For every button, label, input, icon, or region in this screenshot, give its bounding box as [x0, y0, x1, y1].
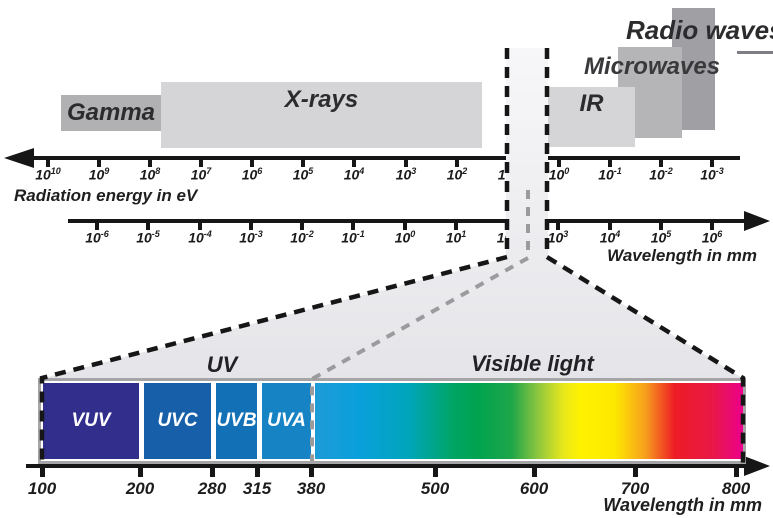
wavelength-axis-caption: Wavelength in mm — [607, 246, 757, 265]
radio-continuation-line — [737, 51, 773, 54]
energy-tick-label: 105 — [292, 166, 314, 183]
uvb-segment: UVB — [216, 383, 257, 459]
bottom-tick — [210, 467, 215, 477]
radio-waves-label: Radio waves — [626, 15, 773, 45]
bottom-axis-arrow-right-icon — [744, 456, 770, 476]
energy-tick-label: 1010 — [35, 166, 61, 183]
bottom-tick — [40, 467, 45, 477]
vuv-label: VUV — [71, 410, 111, 431]
energy-tick-label: 102 — [446, 166, 468, 183]
energy-tick-label: 100 — [548, 166, 570, 183]
bottom-axis-line — [26, 464, 748, 468]
energy-tick-label: 101 — [497, 166, 519, 183]
gamma-box: Gamma — [61, 95, 161, 131]
bottom-tick-label: 280 — [197, 479, 227, 498]
bottom-tick-label: 700 — [620, 479, 650, 498]
uvb-label: UVB — [216, 410, 257, 431]
wavelength-tick-label: 10-2 — [290, 229, 314, 246]
wavelength-tick-label: 106 — [701, 229, 723, 246]
energy-axis-arrow-left-icon — [4, 148, 34, 168]
gamma-label: Gamma — [66, 98, 156, 126]
bottom-tick — [433, 467, 438, 477]
bottom-tick-label: 100 — [27, 479, 57, 498]
uva-segment: UVA — [262, 383, 311, 459]
bottom-tick — [532, 467, 537, 477]
wavelength-tick-label: 101 — [445, 229, 467, 246]
bottom-tick-label: 380 — [296, 479, 326, 498]
uvc-label: UVC — [157, 410, 198, 431]
uvc-segment: UVC — [144, 383, 211, 459]
bottom-tick-label: 200 — [125, 479, 155, 498]
vuv-segment: VUV — [43, 383, 139, 459]
bottom-tick-label: 600 — [519, 479, 549, 498]
uva-label: UVA — [267, 410, 306, 431]
microwaves-label: Microwaves — [583, 53, 721, 80]
bottom-tick-label: 800 — [721, 479, 751, 498]
energy-axis-caption: Radiation energy in eV — [14, 186, 198, 205]
bottom-tick — [309, 467, 314, 477]
wavelength-tick-label: 102 — [496, 229, 518, 246]
bottom-tick — [633, 467, 638, 477]
wavelength-tick-label: 103 — [547, 229, 569, 246]
energy-tick-label: 103 — [395, 166, 417, 183]
energy-tick-label: 10-2 — [649, 166, 673, 183]
wavelength-tick-label: 104 — [599, 229, 621, 246]
bottom-axis-caption: Wavelength in mm — [603, 495, 762, 515]
wavelength-tick-label: 100 — [394, 229, 416, 246]
wavelength-tick-label: 105 — [650, 229, 672, 246]
wavelength-axis-arrow-right-icon — [744, 211, 770, 231]
energy-tick-label: 10-1 — [598, 166, 622, 183]
energy-axis-line — [16, 156, 740, 160]
energy-tick-label: 107 — [190, 166, 212, 183]
bottom-tick — [138, 467, 143, 477]
energy-tick-label: 106 — [241, 166, 263, 183]
energy-tick-label: 109 — [88, 166, 110, 183]
wavelength-tick-label: 10-4 — [188, 229, 212, 246]
wavelength-tick-label: 10-6 — [85, 229, 109, 246]
uv-caption: UV — [206, 352, 238, 377]
xrays-label: X-rays — [284, 86, 359, 113]
ir-box: IR — [548, 87, 635, 147]
bottom-tick — [734, 467, 739, 477]
spectrum-bar-inner: VUV UVC UVB UVA — [43, 383, 743, 459]
energy-tick-label: 104 — [343, 166, 365, 183]
energy-tick-label: 108 — [139, 166, 161, 183]
wavelength-tick-label: 10-1 — [341, 229, 365, 246]
bottom-tick-label: 315 — [242, 479, 272, 498]
ir-label: IR — [579, 90, 604, 117]
wavelength-axis-line — [68, 219, 748, 223]
wavelength-tick-label: 10-5 — [136, 229, 160, 246]
bottom-tick — [255, 467, 260, 477]
visible-spectrum — [315, 383, 743, 459]
wavelength-tick-label: 10-3 — [239, 229, 263, 246]
xrays-box: X-rays — [161, 82, 482, 148]
bottom-tick-label: 500 — [420, 479, 450, 498]
visible-light-caption: Visible light — [471, 351, 594, 376]
spectrum-bar: VUV UVC UVB UVA — [38, 378, 746, 464]
energy-tick-label: 10-3 — [700, 166, 724, 183]
